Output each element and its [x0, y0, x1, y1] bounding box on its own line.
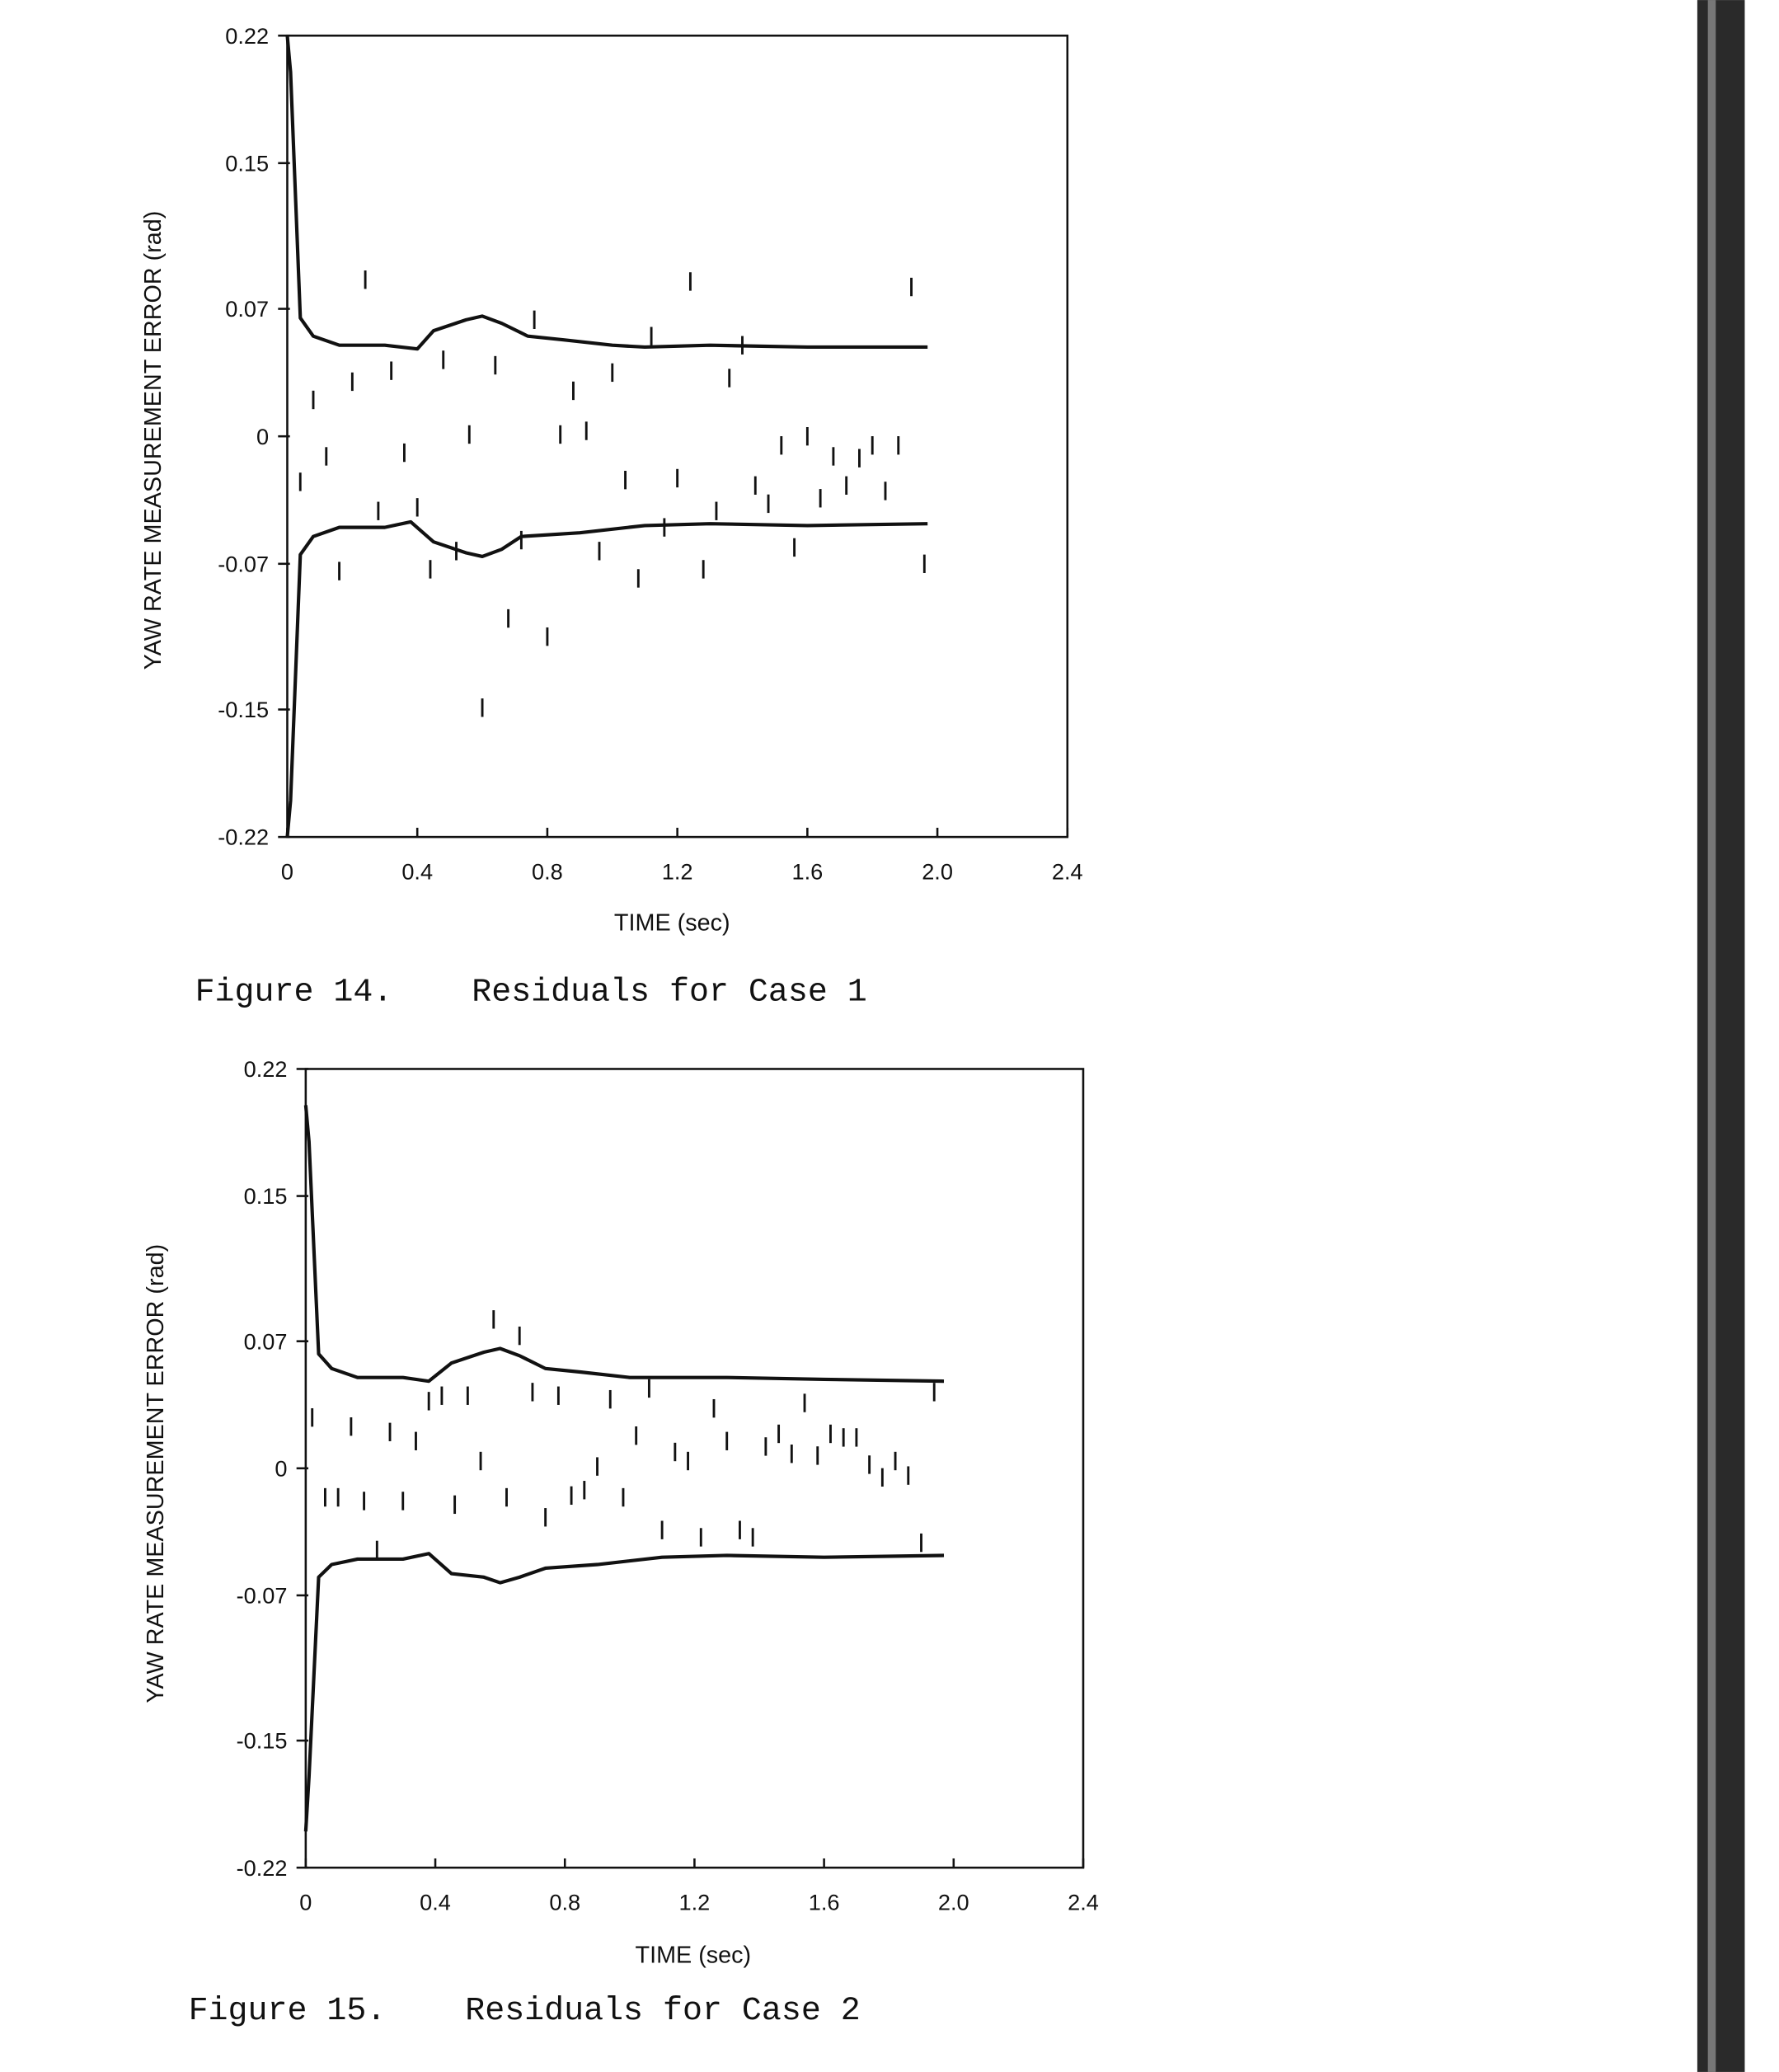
- upper-bound-line: [303, 1105, 945, 1384]
- figure-15-chart: TIME (sec) YAW RATE MEASUREMENT ERROR (r…: [143, 1056, 1099, 2029]
- y-tick-label: 0: [256, 424, 269, 449]
- scan-edge-shadow: [1697, 0, 1745, 2072]
- x-tick-label: 1.2: [662, 858, 693, 884]
- x-axis-label: TIME (sec): [614, 910, 730, 937]
- y-tick-label: 0.15: [225, 150, 269, 176]
- figure-14-chart: TIME (sec) YAW RATE MEASUREMENT ERROR (r…: [140, 23, 1083, 1011]
- scan-edge-highlight: [1707, 0, 1716, 2072]
- y-tick-label: 0.07: [244, 1328, 288, 1354]
- x-tick-label: 2.4: [1068, 1889, 1099, 1915]
- x-tick-label: 2.0: [938, 1889, 969, 1915]
- x-tick-label: 0: [281, 858, 293, 884]
- figure-caption: Figure 15. Residuals for Case 2: [189, 1992, 861, 2029]
- lower-bound-line: [303, 1552, 945, 1832]
- y-axis-label: YAW RATE MEASUREMENT ERROR (rad): [143, 1244, 169, 1703]
- y-tick-label: -0.22: [237, 1855, 288, 1881]
- y-tick-label: 0.07: [225, 296, 269, 322]
- y-tick-label: 0.22: [244, 1056, 288, 1082]
- x-axis-label: TIME (sec): [636, 1942, 752, 1968]
- y-tick-label: -0.15: [218, 697, 269, 722]
- x-tick-label: 0.8: [549, 1889, 580, 1915]
- y-tick-label: 0: [275, 1455, 287, 1481]
- y-tick-label: -0.22: [218, 825, 269, 850]
- upper-bound-line: [285, 35, 928, 351]
- y-tick-label: -0.07: [237, 1583, 288, 1609]
- y-tick-label: 0.15: [244, 1183, 288, 1209]
- x-tick-label: 1.6: [809, 1889, 840, 1915]
- x-tick-label: 0.4: [401, 858, 433, 884]
- x-tick-label: 0.4: [420, 1889, 451, 1915]
- x-tick-label: 0: [299, 1889, 312, 1915]
- x-tick-label: 0.8: [532, 858, 563, 884]
- y-tick-label: 0.22: [225, 23, 269, 49]
- x-tick-label: 2.4: [1052, 858, 1083, 884]
- x-tick-label: 1.2: [679, 1889, 711, 1915]
- plot-frame: [304, 1068, 1085, 1869]
- x-tick-label: 1.6: [791, 858, 823, 884]
- x-tick-label: 2.0: [922, 858, 953, 884]
- y-axis-label: YAW RATE MEASUREMENT ERROR (rad): [140, 211, 167, 670]
- lower-bound-line: [285, 519, 928, 838]
- y-tick-label: -0.07: [218, 551, 269, 576]
- figure-caption: Figure 14. Residuals for Case 1: [195, 973, 867, 1010]
- plot-frame: [286, 34, 1069, 839]
- y-tick-label: -0.15: [237, 1728, 288, 1754]
